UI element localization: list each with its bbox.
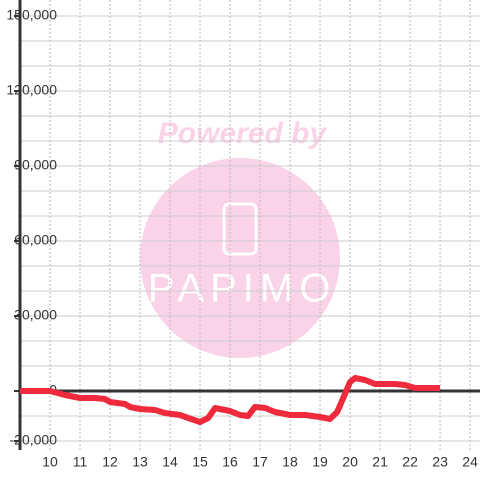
y-tick-label: 120,000 [6,82,57,98]
x-tick-label: 14 [162,454,178,470]
watermark-text: Powered by [158,117,328,150]
x-tick-label: 24 [462,454,478,470]
watermark-text: PAPIMO [148,267,337,311]
x-tick-label: 12 [102,454,118,470]
x-tick-label: 15 [192,454,208,470]
x-tick-label: 11 [73,454,88,470]
x-tick-label: 22 [402,454,418,470]
x-tick-label: 16 [222,454,238,470]
watermark-icon [222,202,258,256]
x-tick-label: 10 [42,454,58,470]
x-tick-label: 13 [132,454,148,470]
x-tick-label: 21 [372,454,388,470]
x-tick-label: 17 [252,454,268,470]
x-tick-label: 23 [432,454,448,470]
x-tick-label: 20 [342,454,358,470]
x-tick-label: 18 [282,454,298,470]
x-tick-label: 19 [312,454,328,470]
y-tick-label: -20,000 [10,432,58,448]
y-tick-label: 90,000 [14,157,57,173]
y-tick-label: 150,000 [6,7,57,23]
line [20,375,441,425]
y-tick-label: 30,000 [14,307,57,323]
y-tick-label: 60,000 [14,232,57,248]
